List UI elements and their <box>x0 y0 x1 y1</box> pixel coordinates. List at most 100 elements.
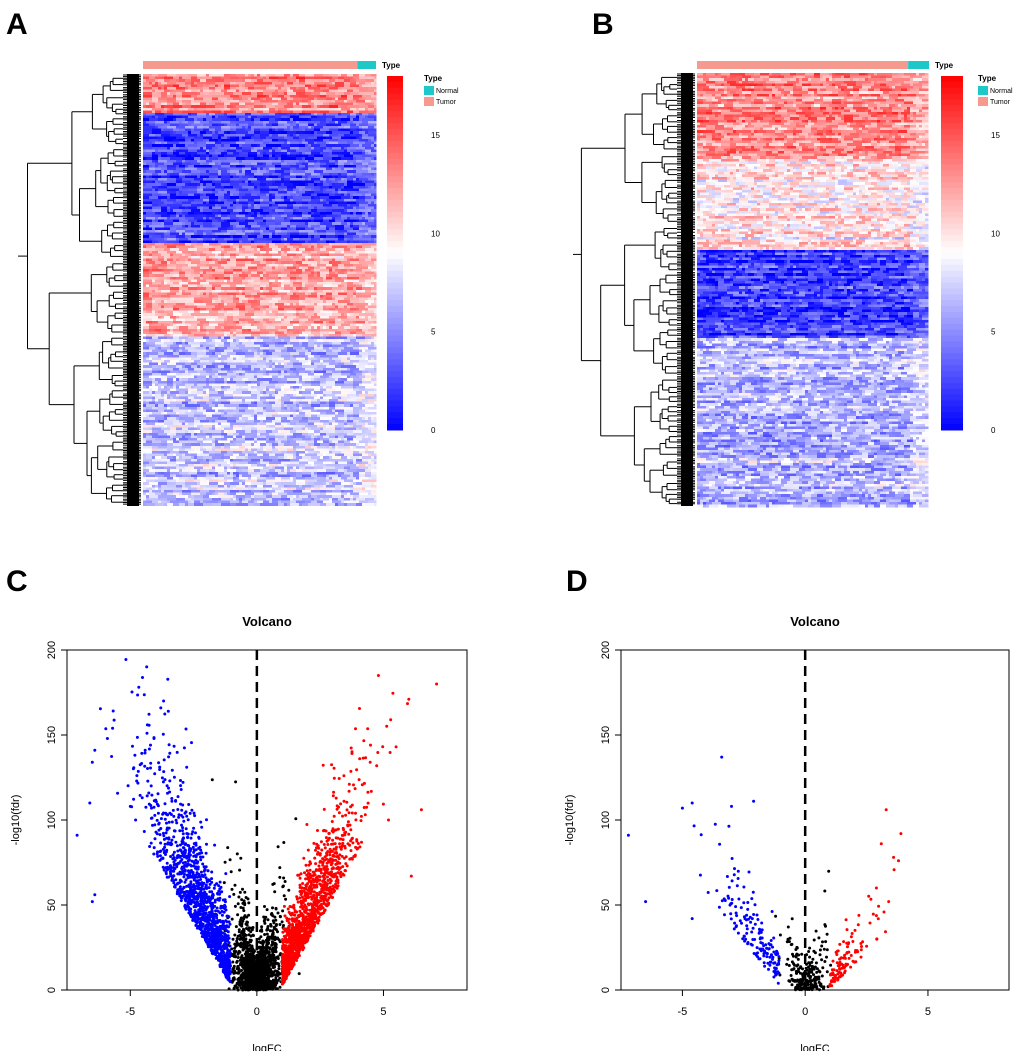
point-down <box>200 912 204 916</box>
point-up <box>841 963 845 967</box>
point-ns <box>808 970 812 974</box>
point-up <box>306 895 310 899</box>
point-down <box>164 872 168 876</box>
point-up <box>314 848 317 852</box>
point-ns <box>258 982 262 986</box>
point-down <box>182 846 186 850</box>
point-up <box>314 899 318 903</box>
point-ns <box>263 933 267 936</box>
point-down <box>204 915 208 919</box>
point-down <box>178 870 182 874</box>
point-up <box>314 862 318 866</box>
point-down <box>145 665 149 669</box>
point-down <box>203 873 207 877</box>
point-down <box>211 948 215 952</box>
point-down <box>145 723 149 727</box>
point-up <box>295 934 299 938</box>
point-ns <box>282 841 286 844</box>
point-ns <box>821 966 825 970</box>
point-up <box>354 727 357 731</box>
point-down <box>207 940 211 944</box>
point-down <box>202 887 206 891</box>
point-up <box>339 847 343 851</box>
point-up <box>323 865 327 869</box>
point-ns <box>818 948 822 952</box>
point-ns <box>281 885 285 889</box>
point-outlier <box>75 833 79 837</box>
point-down <box>741 937 745 941</box>
point-up <box>312 893 316 897</box>
y-tick-label: 50 <box>600 899 612 911</box>
point-down <box>203 868 207 871</box>
point-ns <box>246 984 250 988</box>
point-down <box>742 901 746 905</box>
point-up <box>349 828 353 832</box>
point-ns <box>807 950 811 953</box>
point-down <box>187 803 191 806</box>
point-ns <box>250 983 254 987</box>
point-ns <box>240 969 243 972</box>
point-ns <box>790 968 794 972</box>
point-up <box>321 884 325 888</box>
point-up <box>322 843 326 846</box>
point-up <box>329 849 333 853</box>
point-down <box>165 828 169 832</box>
point-ns <box>813 965 817 969</box>
point-down <box>158 765 162 769</box>
point-ns <box>801 972 805 976</box>
point-down <box>193 919 197 923</box>
point-ns <box>788 979 792 983</box>
point-up <box>309 902 313 906</box>
point-ns <box>250 947 254 951</box>
point-down <box>220 931 224 935</box>
point-ns <box>261 961 265 965</box>
point-down <box>191 871 195 874</box>
point-up <box>829 980 833 984</box>
point-down <box>159 849 163 853</box>
point-down <box>198 894 202 898</box>
point-up <box>331 895 335 899</box>
point-down <box>746 941 750 944</box>
point-outlier <box>88 801 92 805</box>
point-outlier <box>690 917 694 921</box>
point-ns <box>252 934 255 937</box>
point-down <box>167 826 171 830</box>
point-down <box>209 923 213 927</box>
point-down <box>219 890 223 894</box>
point-up <box>285 952 289 955</box>
point-ns <box>265 966 269 970</box>
point-ns <box>243 890 247 894</box>
point-down <box>224 953 228 957</box>
point-up <box>343 831 347 835</box>
point-up <box>349 746 353 750</box>
point-down <box>187 870 191 874</box>
point-up <box>294 947 298 951</box>
point-down <box>226 934 230 938</box>
point-down <box>770 953 773 957</box>
point-up <box>304 884 308 888</box>
point-up <box>334 796 338 800</box>
point-up <box>313 907 317 911</box>
point-ns <box>280 920 284 924</box>
point-ns <box>263 921 267 925</box>
point-outlier <box>690 801 694 805</box>
point-down <box>178 894 182 898</box>
point-down <box>171 808 175 812</box>
point-down <box>172 744 176 748</box>
point-down <box>169 867 172 871</box>
point-down <box>177 813 181 817</box>
point-down <box>172 881 176 885</box>
point-down <box>195 895 199 899</box>
point-down <box>221 960 225 964</box>
y-tick-label: 100 <box>46 811 58 829</box>
point-ns <box>236 956 240 959</box>
point-up <box>301 882 305 885</box>
point-down <box>734 911 738 915</box>
point-down <box>218 887 222 891</box>
point-up <box>859 955 863 959</box>
point-outlier <box>892 855 896 859</box>
point-up <box>302 889 306 893</box>
point-down <box>197 835 201 839</box>
point-ns <box>249 971 252 975</box>
point-ns <box>227 987 231 991</box>
